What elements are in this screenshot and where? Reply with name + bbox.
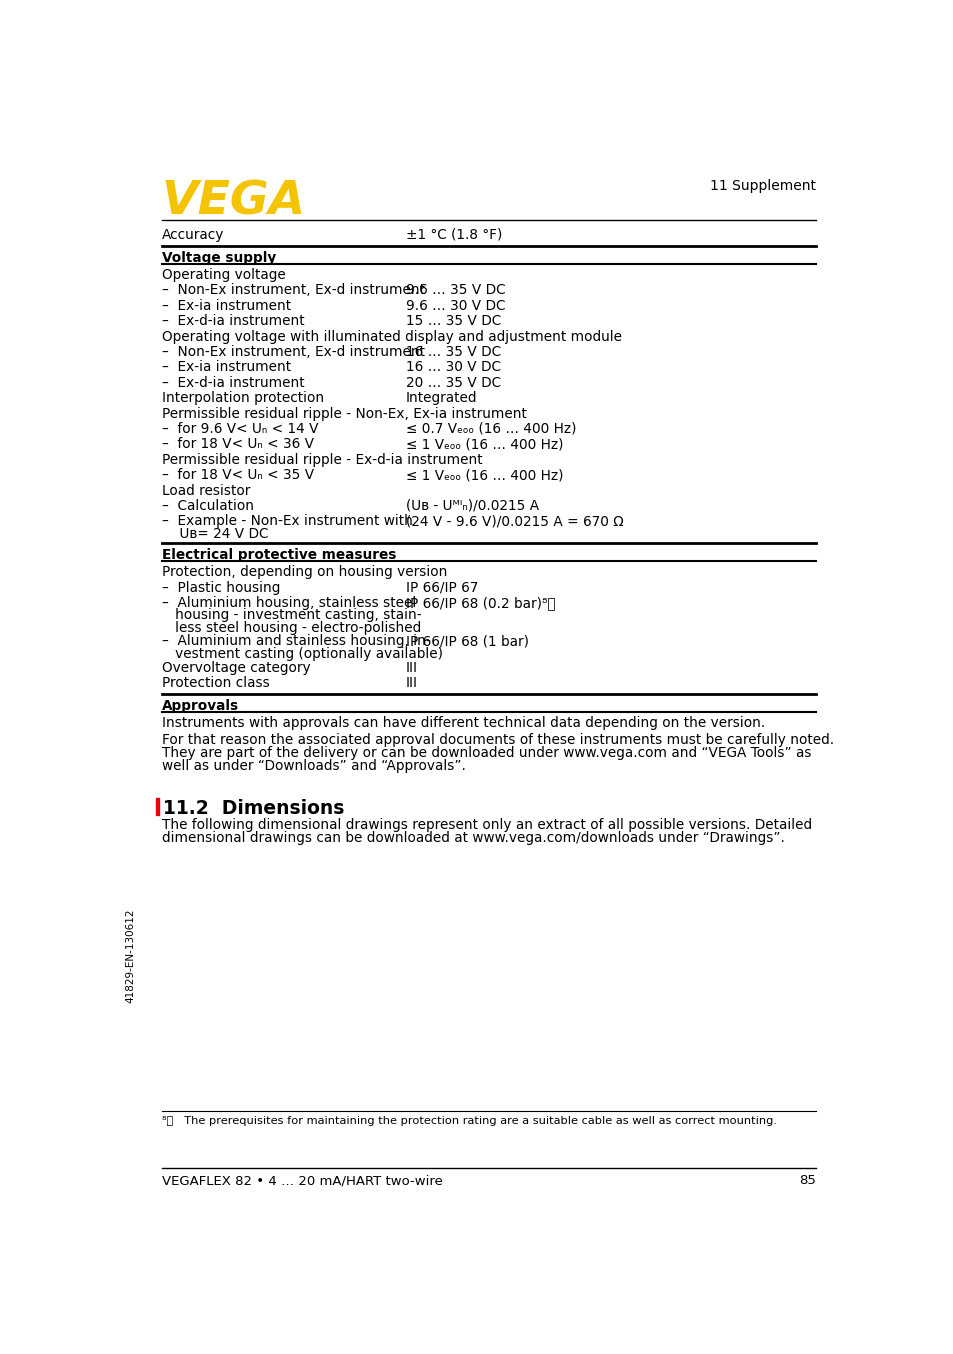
- Text: 11 Supplement: 11 Supplement: [709, 180, 815, 194]
- Text: ≤ 1 Vₑₒₒ (16 … 400 Hz): ≤ 1 Vₑₒₒ (16 … 400 Hz): [406, 437, 563, 451]
- Text: Electrical protective measures: Electrical protective measures: [162, 548, 395, 562]
- Text: Permissible residual ripple - Non-Ex, Ex-ia instrument: Permissible residual ripple - Non-Ex, Ex…: [162, 406, 526, 421]
- Text: –  Ex-ia instrument: – Ex-ia instrument: [162, 299, 291, 313]
- Text: VEGA: VEGA: [162, 180, 306, 225]
- Text: They are part of the delivery or can be downloaded under www.vega.com and “VEGA : They are part of the delivery or can be …: [162, 746, 810, 760]
- Text: (Uʙ - Uᴹᴵₙ)/0.0215 A: (Uʙ - Uᴹᴵₙ)/0.0215 A: [406, 500, 538, 513]
- Text: –  for 9.6 V< Uₙ < 14 V: – for 9.6 V< Uₙ < 14 V: [162, 422, 318, 436]
- Text: ⁸⧠   The prerequisites for maintaining the protection rating are a suitable cabl: ⁸⧠ The prerequisites for maintaining the…: [162, 1116, 776, 1125]
- Text: (24 V - 9.6 V)/0.0215 A = 670 Ω: (24 V - 9.6 V)/0.0215 A = 670 Ω: [406, 515, 623, 528]
- Text: –  Plastic housing: – Plastic housing: [162, 581, 280, 594]
- Text: –  Ex-d-ia instrument: – Ex-d-ia instrument: [162, 376, 304, 390]
- Text: –  for 18 V< Uₙ < 35 V: – for 18 V< Uₙ < 35 V: [162, 468, 314, 482]
- Text: –  Non-Ex instrument, Ex-d instrument: – Non-Ex instrument, Ex-d instrument: [162, 283, 424, 298]
- Text: Operating voltage: Operating voltage: [162, 268, 285, 282]
- Text: 9.6 … 30 V DC: 9.6 … 30 V DC: [406, 299, 505, 313]
- Text: Protection class: Protection class: [162, 676, 270, 691]
- Text: –  Ex-d-ia instrument: – Ex-d-ia instrument: [162, 314, 304, 328]
- Text: Approvals: Approvals: [162, 699, 239, 714]
- Text: Protection, depending on housing version: Protection, depending on housing version: [162, 565, 447, 580]
- Text: less steel housing - electro-polished: less steel housing - electro-polished: [162, 620, 420, 635]
- Text: housing - investment casting, stain-: housing - investment casting, stain-: [162, 608, 421, 623]
- Text: –  Example - Non-Ex instrument with: – Example - Non-Ex instrument with: [162, 515, 413, 528]
- Text: Uʙ= 24 V DC: Uʙ= 24 V DC: [162, 527, 268, 540]
- Text: 41829-EN-130612: 41829-EN-130612: [125, 909, 135, 1003]
- Text: Overvoltage category: Overvoltage category: [162, 661, 310, 674]
- Text: –  Aluminium and stainless housing, in-: – Aluminium and stainless housing, in-: [162, 635, 430, 649]
- Text: Load resistor: Load resistor: [162, 483, 250, 497]
- Text: ±1 °C (1.8 °F): ±1 °C (1.8 °F): [406, 227, 502, 242]
- Text: For that reason the associated approval documents of these instruments must be c: For that reason the associated approval …: [162, 733, 833, 747]
- Text: vestment casting (optionally available): vestment casting (optionally available): [162, 647, 442, 661]
- Text: –  Aluminium housing, stainless steel: – Aluminium housing, stainless steel: [162, 596, 416, 611]
- Bar: [155, 798, 158, 815]
- Text: well as under “Downloads” and “Approvals”.: well as under “Downloads” and “Approvals…: [162, 760, 465, 773]
- Text: VEGAFLEX 82 • 4 … 20 mA/HART two-wire: VEGAFLEX 82 • 4 … 20 mA/HART two-wire: [162, 1174, 442, 1187]
- Text: 11.2  Dimensions: 11.2 Dimensions: [163, 799, 344, 818]
- Text: Accuracy: Accuracy: [162, 227, 224, 242]
- Text: –  for 18 V< Uₙ < 36 V: – for 18 V< Uₙ < 36 V: [162, 437, 314, 451]
- Text: Interpolation protection: Interpolation protection: [162, 391, 324, 405]
- Text: ≤ 1 Vₑₒₒ (16 … 400 Hz): ≤ 1 Vₑₒₒ (16 … 400 Hz): [406, 468, 563, 482]
- Text: Integrated: Integrated: [406, 391, 477, 405]
- Text: –  Ex-ia instrument: – Ex-ia instrument: [162, 360, 291, 374]
- Text: dimensional drawings can be downloaded at www.vega.com/downloads under “Drawings: dimensional drawings can be downloaded a…: [162, 831, 784, 845]
- Text: –  Non-Ex instrument, Ex-d instrument: – Non-Ex instrument, Ex-d instrument: [162, 345, 424, 359]
- Text: Voltage supply: Voltage supply: [162, 250, 275, 265]
- Text: 15 … 35 V DC: 15 … 35 V DC: [406, 314, 500, 328]
- Text: IP 66/IP 67: IP 66/IP 67: [406, 581, 477, 594]
- Text: III: III: [406, 661, 417, 674]
- Text: 9.6 … 35 V DC: 9.6 … 35 V DC: [406, 283, 505, 298]
- Text: 16 … 35 V DC: 16 … 35 V DC: [406, 345, 500, 359]
- Text: IP 66/IP 68 (1 bar): IP 66/IP 68 (1 bar): [406, 635, 529, 649]
- Text: Permissible residual ripple - Ex-d-ia instrument: Permissible residual ripple - Ex-d-ia in…: [162, 452, 482, 467]
- Text: Instruments with approvals can have different technical data depending on the ve: Instruments with approvals can have diff…: [162, 716, 764, 730]
- Text: Operating voltage with illuminated display and adjustment module: Operating voltage with illuminated displ…: [162, 329, 621, 344]
- Text: 85: 85: [799, 1174, 815, 1187]
- Text: 16 … 30 V DC: 16 … 30 V DC: [406, 360, 500, 374]
- Text: The following dimensional drawings represent only an extract of all possible ver: The following dimensional drawings repre…: [162, 818, 811, 831]
- Text: –  Calculation: – Calculation: [162, 500, 253, 513]
- Text: 20 … 35 V DC: 20 … 35 V DC: [406, 376, 500, 390]
- Text: IP 66/IP 68 (0.2 bar)⁸⧠: IP 66/IP 68 (0.2 bar)⁸⧠: [406, 596, 555, 611]
- Text: III: III: [406, 676, 417, 691]
- Text: ≤ 0.7 Vₑₒₒ (16 … 400 Hz): ≤ 0.7 Vₑₒₒ (16 … 400 Hz): [406, 422, 576, 436]
